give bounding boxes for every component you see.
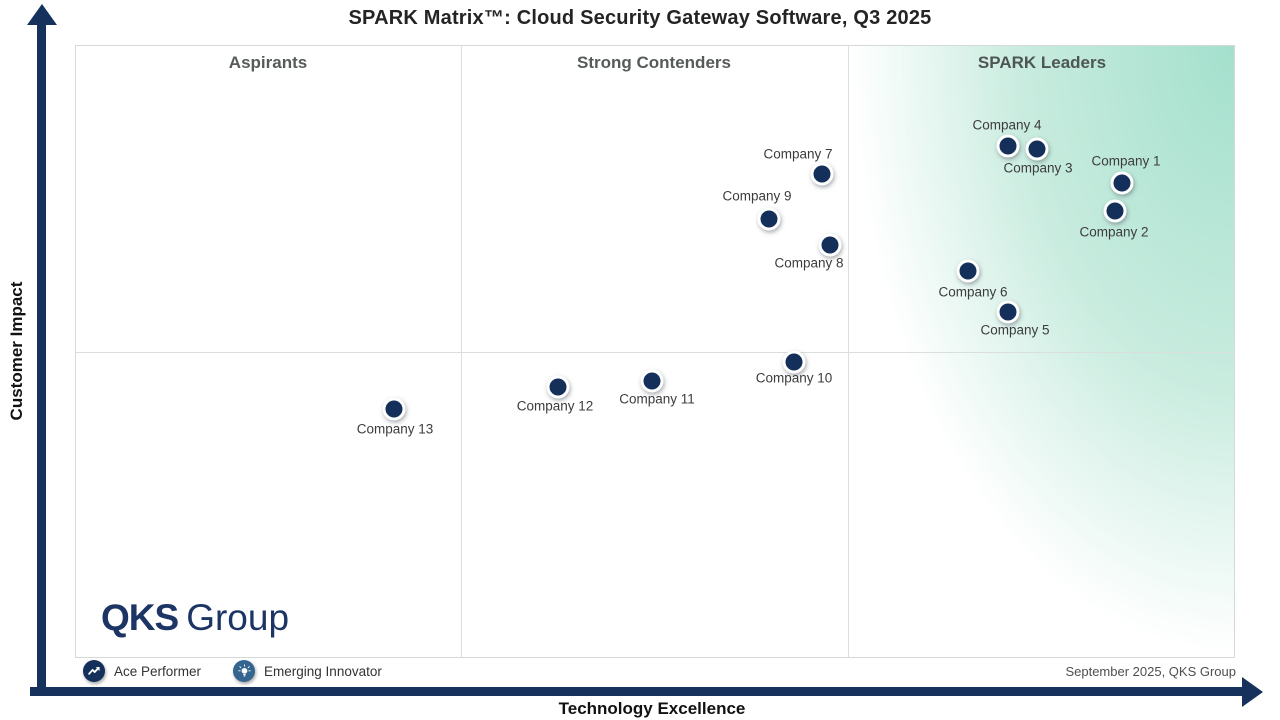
legend-label: Emerging Innovator <box>264 663 382 679</box>
x-axis-line <box>30 687 1246 696</box>
company-dot <box>1110 171 1134 195</box>
x-axis-arrow-icon <box>1242 677 1263 707</box>
chart-title: SPARK Matrix™: Cloud Security Gateway So… <box>348 7 932 29</box>
plot-area: Aspirants Strong Contenders SPARK Leader… <box>75 45 1235 658</box>
quadrant-divider-horizontal <box>76 352 1234 353</box>
y-axis-line <box>37 22 46 696</box>
company-label: Company 10 <box>755 370 833 386</box>
company-dot <box>382 397 406 421</box>
quadrant-divider-vertical-2 <box>848 46 849 657</box>
company-label: Company 8 <box>774 255 844 271</box>
logo-text-bold: QKS <box>101 597 179 638</box>
footer-note: September 2025, QKS Group <box>1065 663 1236 679</box>
company-dot <box>1103 199 1127 223</box>
company-dot <box>810 162 834 186</box>
region-label-spark-leaders: SPARK Leaders <box>977 53 1107 72</box>
company-label: Company 3 <box>1003 160 1073 176</box>
quadrant-divider-vertical-1 <box>461 46 462 657</box>
legend-item-ace-performer: Ace Performer <box>83 660 201 682</box>
legend-label: Ace Performer <box>114 663 202 679</box>
region-label-aspirants: Aspirants <box>228 53 308 72</box>
company-dot <box>818 233 842 257</box>
company-dot <box>1025 137 1049 161</box>
company-label: Company 7 <box>763 146 833 162</box>
company-dot <box>757 207 781 231</box>
legend-item-emerging-innovator: Emerging Innovator <box>233 660 382 682</box>
company-label: Company 1 <box>1091 153 1161 169</box>
company-label: Company 12 <box>516 398 594 414</box>
company-dot <box>956 259 980 283</box>
company-dot <box>546 375 570 399</box>
y-axis-label: Customer Impact <box>7 281 26 421</box>
company-dot <box>640 369 664 393</box>
lightbulb-icon <box>233 660 256 682</box>
company-label: Company 11 <box>619 391 695 407</box>
company-label: Company 9 <box>722 188 792 204</box>
trend-up-icon <box>83 660 105 682</box>
company-label: Company 5 <box>980 322 1050 338</box>
qks-group-logo: QKS Group <box>101 597 289 639</box>
company-dot <box>782 350 806 374</box>
y-axis-arrow-icon <box>27 4 57 25</box>
company-label: Company 2 <box>1079 224 1149 240</box>
region-label-strong-contenders: Strong Contenders <box>577 53 731 72</box>
legend-row: Ace Performer Emerging Innovator Septemb… <box>75 658 1236 684</box>
company-label: Company 6 <box>938 284 1008 300</box>
company-label: Company 13 <box>356 421 434 437</box>
company-label: Company 4 <box>972 117 1042 133</box>
x-axis-label: Technology Excellence <box>558 699 746 718</box>
company-dot <box>996 300 1020 324</box>
logo-text-light: Group <box>186 597 290 638</box>
company-dot <box>996 134 1020 158</box>
